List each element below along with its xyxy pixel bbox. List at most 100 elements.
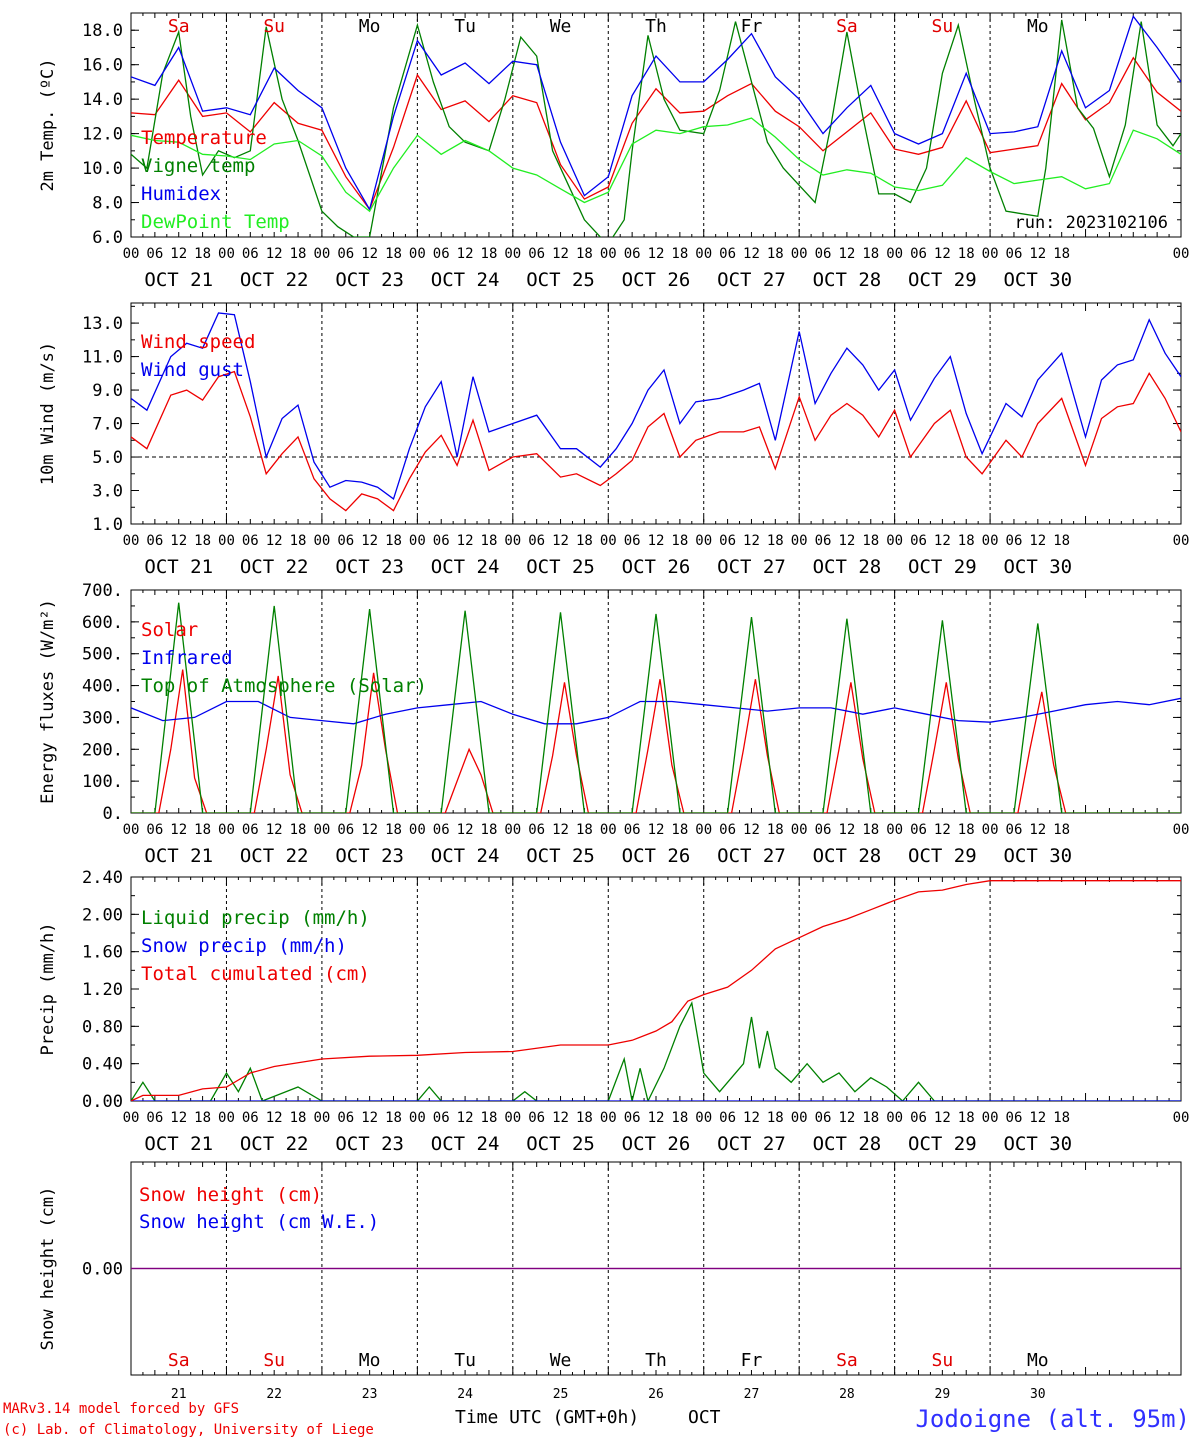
- hour-tick-label: 18: [576, 533, 593, 549]
- hour-tick-label: 00: [695, 533, 712, 549]
- hour-tick-label: 12: [552, 1110, 569, 1126]
- hour-tick-label: 12: [1029, 1110, 1046, 1126]
- y-tick-label: 0.00: [82, 1260, 123, 1280]
- hour-tick-label: 12: [457, 533, 474, 549]
- hour-tick-label: 00: [409, 822, 426, 838]
- hour-tick-label: 18: [576, 822, 593, 838]
- hour-tick-label: 00: [886, 1110, 903, 1126]
- hour-tick-label: 12: [934, 1110, 951, 1126]
- date-label: OCT 22: [240, 1133, 309, 1155]
- series-line-2: [131, 19, 1181, 237]
- weekday-label: We: [550, 1350, 572, 1371]
- weekday-label: Sa: [168, 1350, 190, 1371]
- series-line-2: [131, 312, 1181, 500]
- hour-tick-label: 00: [409, 246, 426, 262]
- hour-tick-label: 12: [838, 533, 855, 549]
- hour-tick-label: 18: [194, 246, 211, 262]
- hour-tick-label: 00: [886, 822, 903, 838]
- hour-tick-label: 12: [838, 822, 855, 838]
- hour-tick-label: 18: [481, 246, 498, 262]
- hour-tick-label: 06: [146, 1110, 163, 1126]
- y-tick-label: 2.00: [82, 905, 123, 925]
- y-tick-label: 500.: [82, 645, 123, 665]
- y-tick-label: 3.0: [92, 482, 123, 502]
- hour-tick-label: 18: [194, 822, 211, 838]
- legend-entry: Top of Atmosphere (Solar): [141, 675, 427, 697]
- hour-tick-label: 18: [481, 1110, 498, 1126]
- panel-5: 0.00 Snow height (cm) Snow height (cm) Snow…: [38, 1161, 1182, 1402]
- date-label: OCT 23: [335, 1133, 404, 1155]
- date-label: OCT 23: [335, 269, 404, 291]
- hour-tick-label: 06: [719, 822, 736, 838]
- date-label: OCT 24: [431, 269, 500, 291]
- day-number-label: 24: [457, 1387, 473, 1402]
- hour-tick-label: 12: [266, 246, 283, 262]
- hour-tick-label: 06: [910, 1110, 927, 1126]
- y-tick-label: 0.: [103, 804, 123, 824]
- hour-tick-label: 12: [1029, 822, 1046, 838]
- hour-tick-label: 18: [862, 1110, 879, 1126]
- hour-tick-label: 12: [266, 1110, 283, 1126]
- hour-tick-label: 12: [934, 822, 951, 838]
- weekday-label: Th: [645, 16, 667, 37]
- weekday-label: Su: [263, 1350, 285, 1371]
- hour-tick-label: 12: [361, 246, 378, 262]
- hour-tick-label: 12: [743, 533, 760, 549]
- hour-tick-label: 18: [1053, 246, 1070, 262]
- credit-line-1: MARv3.14 model forced by GFS: [3, 1401, 239, 1417]
- day-number-label: 28: [839, 1387, 855, 1402]
- hour-tick-label: 00: [313, 822, 330, 838]
- hour-tick-label: 18: [671, 533, 688, 549]
- hour-tick-label: 00: [504, 1110, 521, 1126]
- hour-tick-label: 06: [624, 822, 641, 838]
- y-tick-label: 0.00: [82, 1092, 123, 1112]
- date-label: OCT 28: [813, 269, 882, 291]
- weekday-label: Su: [263, 16, 285, 37]
- date-label: OCT 26: [622, 269, 691, 291]
- time-axis-title: Time UTC (GMT+0h): [455, 1407, 639, 1428]
- hour-tick-label: 18: [671, 1110, 688, 1126]
- hour-tick-label: 12: [743, 246, 760, 262]
- y-axis-label: Snow height (cm): [38, 1187, 58, 1351]
- hour-tick-label: 00: [695, 1110, 712, 1126]
- hour-tick-label: 00: [313, 246, 330, 262]
- date-label: OCT 28: [813, 556, 882, 578]
- hour-tick-label: 00: [600, 246, 617, 262]
- hour-tick-label: 06: [337, 533, 354, 549]
- date-label: OCT 29: [908, 1133, 977, 1155]
- hour-tick-label: 18: [481, 822, 498, 838]
- hour-tick-label: 18: [1053, 822, 1070, 838]
- hour-tick-label: 06: [146, 822, 163, 838]
- hour-tick-label: 12: [838, 246, 855, 262]
- series-line-3: [131, 602, 1181, 813]
- day-number-label: 30: [1030, 1387, 1046, 1402]
- series-line-1: [131, 669, 1181, 813]
- hour-tick-label: 00: [982, 822, 999, 838]
- credit-line-2: (c) Lab. of Climatology, University of L…: [3, 1422, 374, 1438]
- date-label: OCT 21: [144, 1133, 213, 1155]
- hour-tick-label: 06: [815, 246, 832, 262]
- panel-3: 0. 100. 200. 300. 400. 500. 600. 700. Energy flu…: [38, 581, 1189, 867]
- hour-tick-label: 00: [504, 246, 521, 262]
- date-label: OCT 22: [240, 556, 309, 578]
- hour-tick-label: 06: [815, 822, 832, 838]
- hour-tick-label: 00: [313, 1110, 330, 1126]
- hour-tick-label: 18: [385, 822, 402, 838]
- hour-tick-label: 00: [886, 533, 903, 549]
- hour-tick-label: 18: [194, 533, 211, 549]
- hour-tick-label: 12: [266, 822, 283, 838]
- date-label: OCT 26: [622, 1133, 691, 1155]
- hour-tick-label: 18: [958, 533, 975, 549]
- date-label: OCT 30: [1003, 556, 1072, 578]
- hour-tick-label: 06: [146, 533, 163, 549]
- hour-tick-label: 06: [910, 822, 927, 838]
- series-line-1: [131, 56, 1181, 211]
- hour-tick-label: 06: [433, 246, 450, 262]
- hour-tick-label: 06: [719, 246, 736, 262]
- y-tick-label: 18.0: [82, 21, 123, 41]
- hour-tick-label: 18: [767, 822, 784, 838]
- date-label: OCT 30: [1003, 269, 1072, 291]
- y-tick-label: 0.40: [82, 1055, 123, 1075]
- date-label: OCT 29: [908, 556, 977, 578]
- series-line-4: [131, 117, 1181, 213]
